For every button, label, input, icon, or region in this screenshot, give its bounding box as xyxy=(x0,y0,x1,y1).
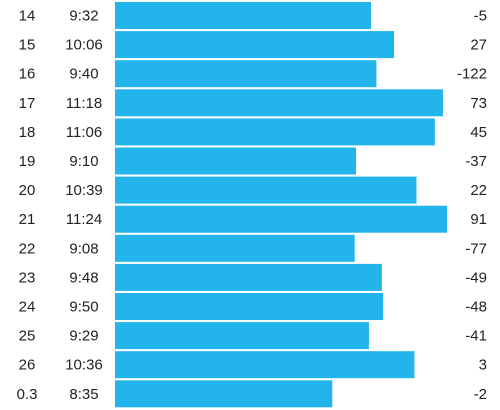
pace-bar xyxy=(115,234,355,262)
mile-label: 19 xyxy=(19,153,36,170)
pace-label: 9:48 xyxy=(69,269,98,286)
pace-label: 9:08 xyxy=(69,240,98,257)
pace-bar xyxy=(115,205,448,233)
mile-label: 14 xyxy=(19,7,36,24)
elevation-label: 22 xyxy=(470,182,487,199)
pace-bar xyxy=(115,60,377,88)
pace-bar xyxy=(115,118,435,146)
pace-bar xyxy=(115,2,371,29)
elevation-label: -37 xyxy=(465,153,487,170)
elevation-label: -122 xyxy=(457,66,487,83)
pace-bar xyxy=(115,380,333,408)
mile-label: 18 xyxy=(19,124,36,141)
elevation-label: 3 xyxy=(479,357,487,374)
pace-label: 9:32 xyxy=(69,7,98,24)
elevation-label: 91 xyxy=(470,211,487,228)
pace-label: 9:50 xyxy=(69,298,98,315)
pace-bar xyxy=(115,322,369,350)
elevation-label: -5 xyxy=(474,7,487,24)
mile-label: 25 xyxy=(19,328,36,345)
mile-label: 23 xyxy=(19,269,36,286)
mile-label: 17 xyxy=(19,95,36,112)
mile-label: 16 xyxy=(19,66,36,83)
mile-label: 21 xyxy=(19,211,36,228)
pace-label: 9:40 xyxy=(69,66,98,83)
elevation-label: -77 xyxy=(465,240,487,257)
pace-label: 10:06 xyxy=(65,37,103,54)
mile-label: 24 xyxy=(19,298,36,315)
elevation-label: -41 xyxy=(465,328,487,345)
elevation-label: -2 xyxy=(474,386,487,403)
mile-label: 26 xyxy=(19,357,36,374)
mile-label: 0.3 xyxy=(17,386,38,403)
elevation-label: 45 xyxy=(470,124,487,141)
pace-bar xyxy=(115,89,443,117)
pace-label: 10:39 xyxy=(65,182,103,199)
mile-label: 15 xyxy=(19,37,36,54)
elevation-label: 73 xyxy=(470,95,487,112)
pace-bar xyxy=(115,351,415,379)
pace-label: 10:36 xyxy=(65,357,103,374)
pace-bar xyxy=(115,31,395,59)
pace-bar xyxy=(115,263,382,291)
pace-bar xyxy=(115,293,384,320)
elevation-label: -49 xyxy=(465,269,487,286)
elevation-label: -48 xyxy=(465,298,487,315)
pace-label: 11:24 xyxy=(66,211,102,228)
pace-label: 9:10 xyxy=(69,153,98,170)
mile-label: 22 xyxy=(19,240,36,257)
pace-label: 11:06 xyxy=(66,124,102,141)
pace-bar xyxy=(115,176,417,204)
mile-label: 20 xyxy=(19,182,36,199)
pace-label: 9:29 xyxy=(69,328,98,345)
pace-label: 11:18 xyxy=(66,95,102,112)
pace-bar xyxy=(115,147,357,175)
pace-label: 8:35 xyxy=(69,386,98,403)
elevation-label: 27 xyxy=(470,37,487,54)
